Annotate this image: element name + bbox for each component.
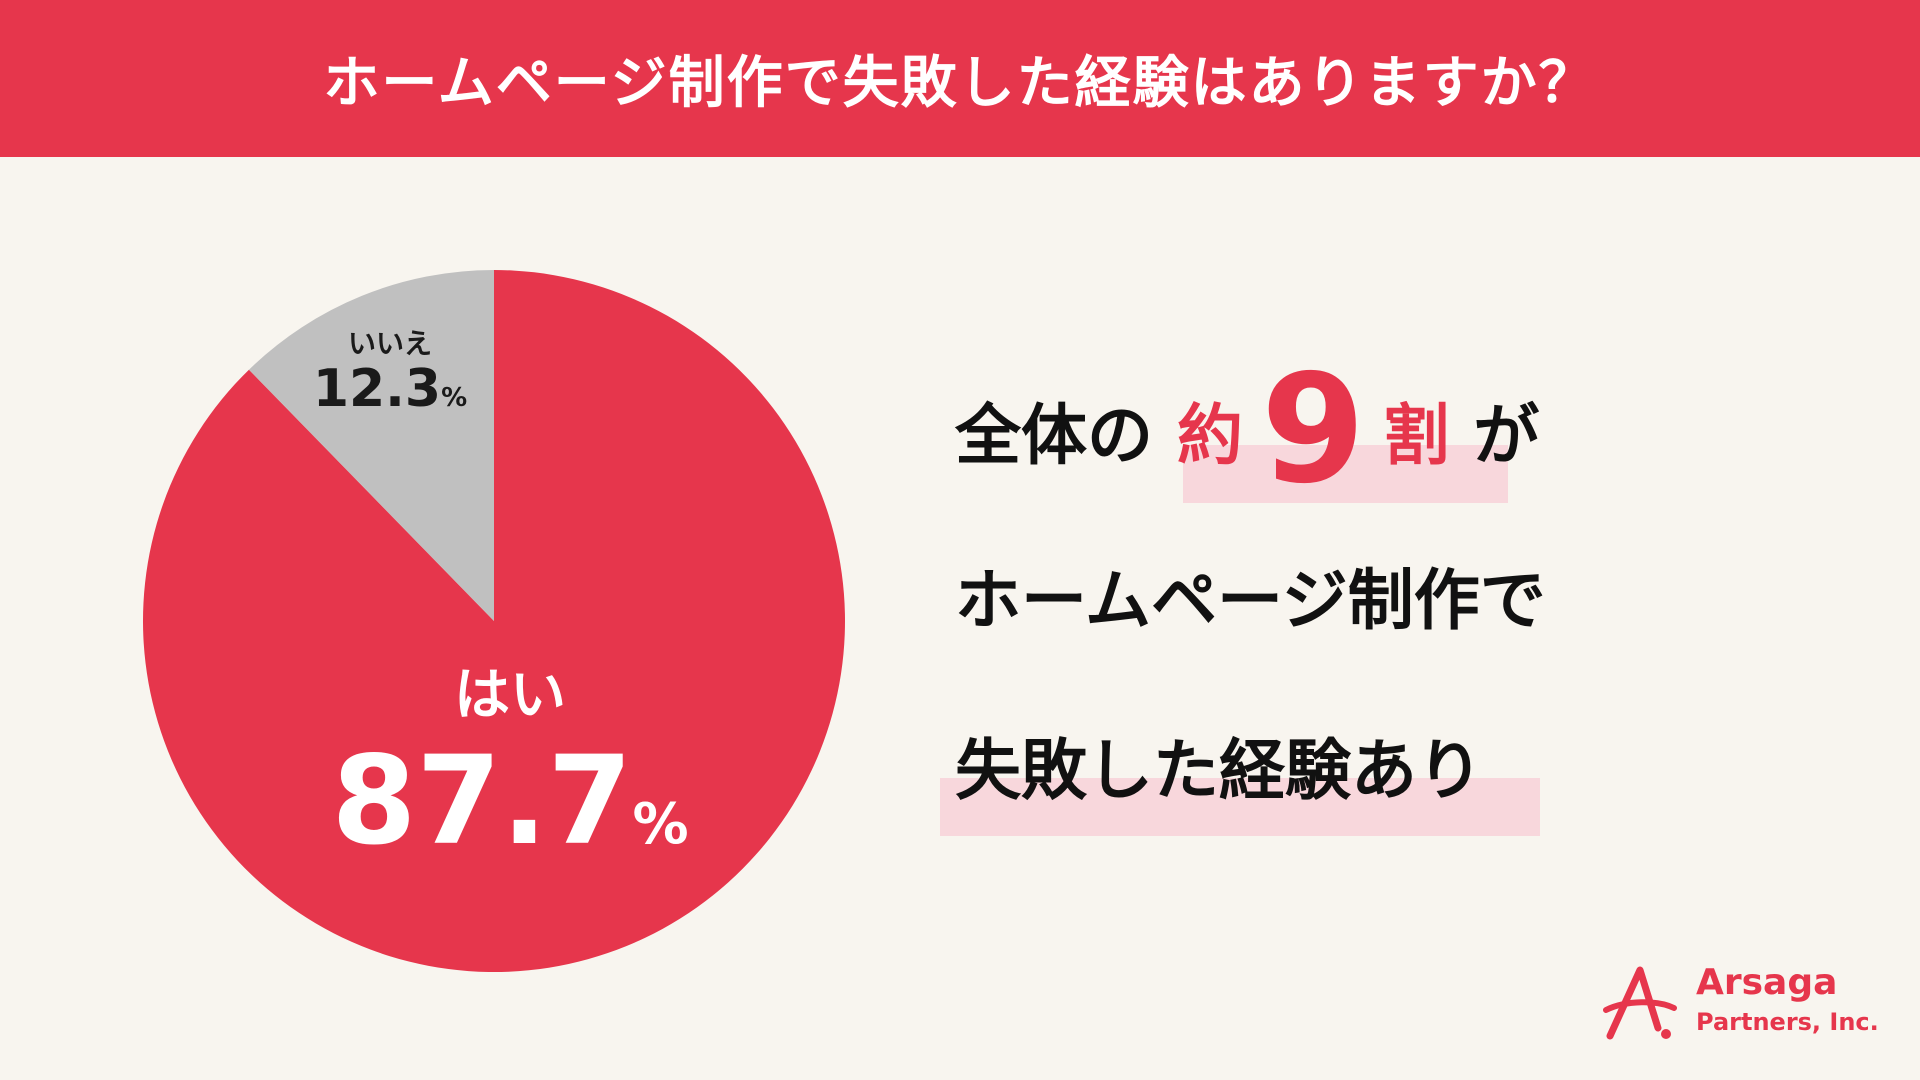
- highlight-band-1: [1183, 445, 1508, 503]
- slice-label-no: いいえ 12.3%: [300, 322, 480, 417]
- pie-slice-no: [248, 270, 494, 621]
- summary-line3-text: 失敗した経験あり: [955, 732, 1483, 809]
- slice-label-yes: はい 87.7%: [310, 650, 710, 871]
- pie-slice-yes: [142, 270, 845, 972]
- summary-accent-nine: 9: [1261, 343, 1366, 517]
- summary-line-3: 失敗した経験あり: [940, 680, 1775, 850]
- brand-name: Arsaga: [1696, 962, 1838, 1003]
- slice-name-no: いいえ: [347, 327, 432, 360]
- summary-line-2: ホームページ制作で: [955, 510, 1775, 680]
- slice-value-yes: 87.7: [331, 730, 633, 872]
- slice-unit-yes: %: [632, 792, 689, 857]
- header-bar: ホームページ制作で失敗した経験はありますか？: [0, 0, 1920, 157]
- slice-name-yes: はい: [454, 663, 566, 728]
- pie-chart: [142, 270, 845, 972]
- brand-logo-block: Arsaga Partners, Inc.: [1600, 962, 1900, 1044]
- slice-value-no: 12.3: [312, 359, 442, 419]
- summary-text: 全体の 約 9 割 が ホームページ制作で 失敗した経験あり: [940, 350, 1775, 850]
- brand-logo-icon: [1603, 966, 1677, 1040]
- summary-line1-post: が: [1473, 397, 1540, 474]
- summary-line2-text: ホームページ制作で: [955, 562, 1546, 639]
- summary-line-1: 全体の 約 9 割 が: [955, 350, 1775, 510]
- brand-subtitle: Partners, Inc.: [1696, 1008, 1879, 1036]
- highlight-band-3: [940, 778, 1540, 836]
- summary-accent-wari: 割: [1383, 397, 1450, 474]
- summary-line1-pre: 全体の: [955, 397, 1153, 474]
- slice-unit-no: %: [441, 383, 468, 413]
- summary-accent-yaku: 約: [1177, 397, 1243, 474]
- page-title: ホームページ制作で失敗した経験はありますか？: [323, 51, 1597, 116]
